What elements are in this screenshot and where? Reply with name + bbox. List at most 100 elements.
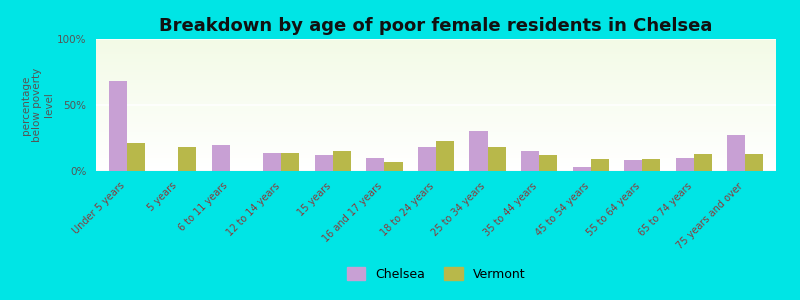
Bar	[96, 133, 776, 134]
Bar	[96, 114, 776, 115]
Bar	[385, 162, 402, 171]
Bar	[96, 106, 776, 107]
Bar	[96, 48, 776, 49]
Bar	[96, 134, 776, 135]
Bar	[96, 42, 776, 43]
Bar	[96, 75, 776, 76]
Bar	[96, 82, 776, 83]
Bar	[96, 108, 776, 109]
Bar	[96, 125, 776, 126]
Bar	[96, 88, 776, 89]
Bar	[96, 154, 776, 155]
Bar	[96, 122, 776, 123]
Bar	[96, 144, 776, 145]
Bar	[96, 147, 776, 148]
Bar	[96, 139, 776, 140]
Bar	[590, 159, 609, 171]
Bar	[96, 63, 776, 64]
Bar	[96, 148, 776, 149]
Bar	[96, 138, 776, 139]
Bar	[745, 154, 763, 171]
Legend: Chelsea, Vermont: Chelsea, Vermont	[346, 267, 526, 281]
Bar	[96, 119, 776, 120]
Bar	[96, 156, 776, 157]
Bar	[539, 155, 557, 171]
Bar	[96, 64, 776, 65]
Bar	[127, 143, 145, 171]
Bar	[96, 121, 776, 122]
Bar	[96, 89, 776, 90]
Bar	[96, 167, 776, 168]
Bar	[96, 52, 776, 53]
Bar	[96, 101, 776, 102]
Bar	[96, 120, 776, 121]
Bar	[96, 100, 776, 101]
Bar	[96, 100, 776, 101]
Bar	[96, 110, 776, 111]
Bar	[96, 61, 776, 62]
Bar	[96, 99, 776, 100]
Bar	[470, 131, 487, 171]
Bar	[727, 135, 745, 171]
Bar	[96, 157, 776, 158]
Bar	[96, 43, 776, 44]
Bar	[96, 95, 776, 96]
Bar	[96, 62, 776, 63]
Bar	[96, 57, 776, 58]
Bar	[96, 117, 776, 118]
Bar	[96, 150, 776, 151]
Bar	[96, 87, 776, 88]
Bar	[96, 163, 776, 164]
Bar	[96, 84, 776, 85]
Bar	[96, 45, 776, 46]
Bar	[96, 142, 776, 143]
Bar	[96, 145, 776, 146]
Bar	[96, 72, 776, 73]
Bar	[96, 39, 776, 40]
Bar	[96, 135, 776, 136]
Bar	[96, 160, 776, 161]
Bar	[96, 143, 776, 144]
Bar	[96, 67, 776, 68]
Bar	[96, 155, 776, 156]
Bar	[96, 112, 776, 113]
Bar	[96, 80, 776, 81]
Bar	[96, 123, 776, 124]
Bar	[642, 159, 660, 171]
Bar	[694, 154, 712, 171]
Bar	[96, 131, 776, 132]
Bar	[96, 78, 776, 79]
Bar	[96, 74, 776, 75]
Bar	[315, 155, 333, 171]
Bar	[96, 85, 776, 86]
Bar	[96, 102, 776, 103]
Bar	[96, 168, 776, 169]
Bar	[624, 160, 642, 171]
Bar	[96, 103, 776, 104]
Bar	[96, 130, 776, 131]
Bar	[178, 147, 197, 171]
Bar	[96, 96, 776, 97]
Bar	[96, 153, 776, 154]
Bar	[96, 146, 776, 147]
Bar	[96, 151, 776, 152]
Bar	[675, 158, 694, 171]
Bar	[96, 90, 776, 91]
Bar	[96, 47, 776, 48]
Bar	[96, 162, 776, 163]
Bar	[96, 50, 776, 51]
Bar	[96, 169, 776, 170]
Bar	[96, 113, 776, 114]
Bar	[96, 70, 776, 71]
Bar	[96, 79, 776, 80]
Bar	[96, 46, 776, 47]
Bar	[96, 164, 776, 165]
Bar	[96, 93, 776, 94]
Bar	[96, 54, 776, 55]
Bar	[573, 167, 590, 171]
Bar	[96, 136, 776, 137]
Bar	[96, 152, 776, 153]
Bar	[96, 76, 776, 77]
Bar	[109, 81, 127, 171]
Bar	[96, 66, 776, 67]
